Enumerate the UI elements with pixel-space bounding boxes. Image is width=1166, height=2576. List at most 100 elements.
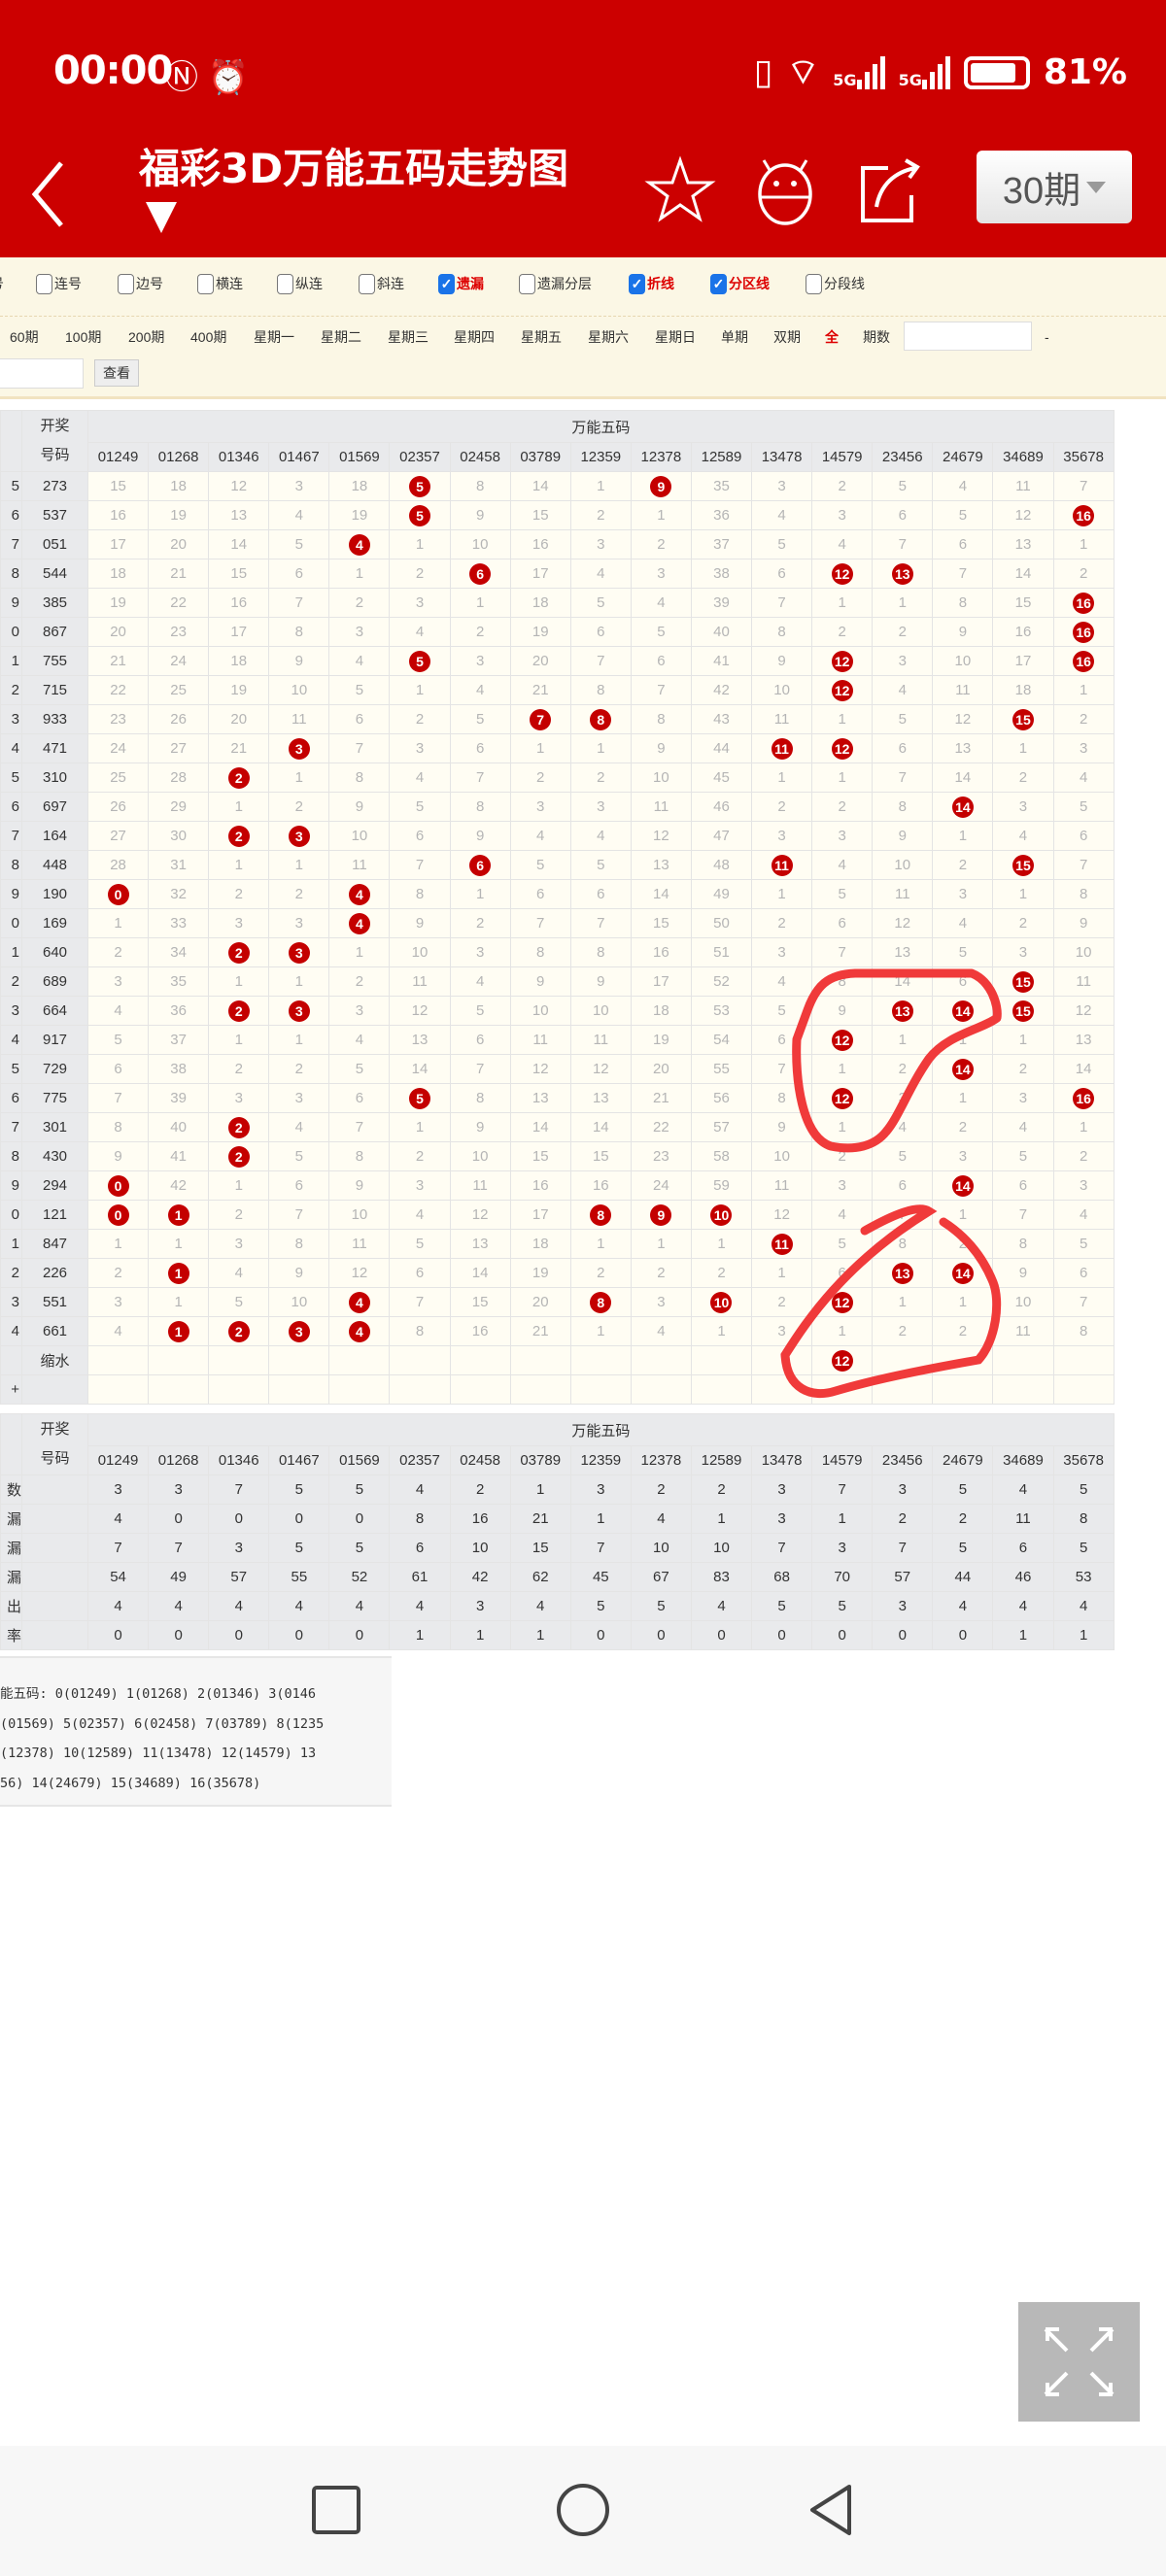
period-select[interactable]: 30期: [977, 151, 1132, 223]
column-header[interactable]: 13478: [751, 1445, 813, 1475]
column-header[interactable]: 03789: [509, 1445, 571, 1475]
omission-cell: 2: [1052, 704, 1115, 734]
empty-cell: [328, 1374, 391, 1405]
omission-cell: 7: [872, 529, 934, 559]
column-header[interactable]: 01268: [148, 442, 210, 472]
fullscreen-button[interactable]: [1018, 2302, 1140, 2422]
page-title[interactable]: 福彩3D万能五码走势图: [139, 145, 569, 192]
column-header[interactable]: 01467: [268, 442, 330, 472]
option-label: 连号: [54, 276, 82, 291]
column-header[interactable]: 01467: [268, 1445, 330, 1475]
period-filter-link[interactable]: 星期六: [588, 329, 629, 345]
column-header[interactable]: 12378: [630, 1445, 692, 1475]
home-icon[interactable]: [556, 2483, 610, 2537]
checkbox[interactable]: [806, 273, 822, 294]
column-header[interactable]: 14579: [811, 442, 874, 472]
checkbox[interactable]: ✓: [438, 273, 455, 294]
period-cell: 2: [0, 966, 22, 997]
period-filter-link[interactable]: 星期五: [521, 329, 562, 345]
option-4[interactable]: 纵连: [277, 272, 323, 295]
column-header[interactable]: 23456: [872, 442, 934, 472]
checkbox[interactable]: [118, 273, 134, 294]
checkbox[interactable]: [519, 273, 535, 294]
omission-cell: 5: [751, 529, 813, 559]
period-filter-link[interactable]: 200期: [128, 329, 165, 345]
option-10[interactable]: 分段线: [806, 272, 865, 295]
column-header[interactable]: 12378: [630, 442, 692, 472]
column-header[interactable]: 01569: [328, 442, 391, 472]
period-filter-link[interactable]: 星期日: [655, 329, 696, 345]
column-header[interactable]: 01249: [86, 1445, 150, 1475]
checkbox[interactable]: ✓: [710, 273, 727, 294]
column-header[interactable]: 02458: [449, 1445, 511, 1475]
option-7[interactable]: 遗漏分层: [519, 272, 592, 295]
period-filter-link[interactable]: 星期一: [254, 329, 294, 345]
checkbox[interactable]: [277, 273, 293, 294]
column-header[interactable]: 34689: [992, 1445, 1054, 1475]
checkbox[interactable]: [359, 273, 375, 294]
column-header[interactable]: 02357: [389, 1445, 451, 1475]
column-header[interactable]: 01268: [148, 1445, 210, 1475]
options-bar: 号 连号 边号 横连 纵连 斜连 ✓遗漏 遗漏分层 ✓折线 ✓分区线 分段线 60期 100期 200期…: [0, 257, 1166, 399]
period-filter-link[interactable]: 星期二: [321, 329, 361, 345]
column-header[interactable]: 02357: [389, 442, 451, 472]
checkbox[interactable]: [36, 273, 52, 294]
omission-cell: 2: [1052, 559, 1115, 589]
table-row: 4 917 5 37 1 1 4 13 6 11 11 19 54 6 12 1 1 1 13: [0, 1025, 1115, 1055]
omission-cell: 2: [630, 1258, 692, 1288]
column-header[interactable]: 01346: [208, 442, 270, 472]
column-header[interactable]: 35678: [1052, 442, 1115, 472]
column-header[interactable]: 01569: [328, 1445, 391, 1475]
option-1[interactable]: 连号: [36, 272, 82, 295]
shrink-link[interactable]: 缩水: [21, 1345, 88, 1375]
column-header[interactable]: 24679: [932, 1445, 994, 1475]
checkbox[interactable]: ✓: [629, 273, 645, 294]
option-8[interactable]: ✓ 折线: [629, 272, 674, 295]
omission-cell: 2: [389, 704, 451, 734]
recents-icon[interactable]: [311, 2485, 361, 2535]
option-5[interactable]: 斜连: [359, 272, 404, 295]
back-nav-icon[interactable]: [806, 2483, 855, 2537]
title-dropdown-icon[interactable]: [146, 202, 177, 233]
range-to-input[interactable]: [0, 358, 84, 389]
option-6[interactable]: ✓ 遗漏: [438, 272, 484, 295]
omission-cell: 4: [932, 471, 994, 501]
column-header[interactable]: 24679: [932, 442, 994, 472]
column-header[interactable]: 01249: [86, 442, 150, 472]
range-from-input[interactable]: [904, 322, 1032, 351]
column-header[interactable]: 01346: [208, 1445, 270, 1475]
option-2[interactable]: 边号: [118, 272, 163, 295]
period-filter-link[interactable]: 100期: [65, 329, 102, 345]
column-header[interactable]: 12589: [690, 442, 753, 472]
column-header[interactable]: 12359: [569, 442, 632, 472]
star-icon[interactable]: [641, 151, 719, 228]
column-header[interactable]: 14579: [811, 1445, 874, 1475]
view-button[interactable]: 查看: [94, 359, 139, 387]
column-header[interactable]: 23456: [872, 1445, 934, 1475]
period-filter-link[interactable]: 400期: [190, 329, 227, 345]
checkbox[interactable]: [197, 273, 214, 294]
option-0[interactable]: 号: [0, 272, 4, 295]
option-3[interactable]: 横连: [197, 272, 243, 295]
column-header[interactable]: 02458: [449, 442, 511, 472]
column-header[interactable]: 12589: [690, 1445, 753, 1475]
android-icon[interactable]: [746, 151, 824, 228]
omission-cell: 10: [509, 996, 571, 1026]
column-header[interactable]: 13478: [751, 442, 813, 472]
omission-cell: 3: [932, 1141, 994, 1171]
option-9[interactable]: ✓ 分区线: [710, 272, 770, 295]
period-filter-link[interactable]: 60期: [10, 329, 39, 345]
share-icon[interactable]: [851, 151, 929, 228]
period-filter-link[interactable]: 单期: [721, 329, 748, 345]
period-filter-link[interactable]: 全: [825, 329, 839, 345]
column-header[interactable]: 35678: [1052, 1445, 1115, 1475]
period-filter-link[interactable]: 星期三: [388, 329, 429, 345]
shrink-cell: [751, 1345, 813, 1375]
column-header[interactable]: 34689: [992, 442, 1054, 472]
column-header[interactable]: 03789: [509, 442, 571, 472]
column-header[interactable]: 12359: [569, 1445, 632, 1475]
period-filter-link[interactable]: 星期四: [454, 329, 495, 345]
period-filter-link[interactable]: 双期: [773, 329, 801, 345]
omission-cell: 7: [569, 646, 632, 676]
back-icon[interactable]: [27, 155, 86, 233]
